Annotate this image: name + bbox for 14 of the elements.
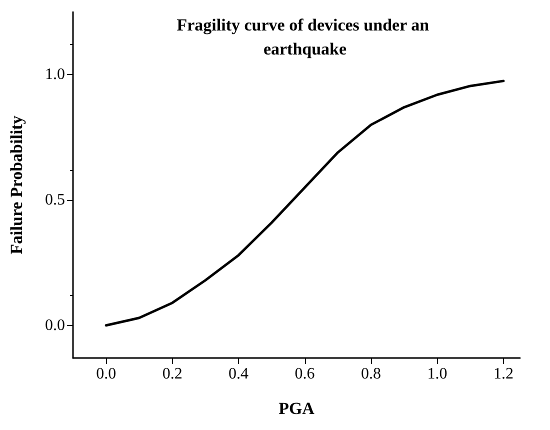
- x-tick-label: 0.2: [162, 366, 182, 382]
- x-tick-label: 0.8: [361, 366, 381, 382]
- x-tick-label: 1.2: [493, 366, 514, 382]
- x-tick-label: 1.0: [427, 366, 448, 382]
- text: Fragility curve of devices under an earthquake: [176, 16, 434, 58]
- y-tick-label: 0.0: [45, 316, 65, 334]
- line-series: [104, 80, 505, 327]
- x-tick-label: 0.4: [228, 366, 249, 382]
- y-tick-label: 0.5: [45, 192, 65, 209]
- x-tick-label: 0.6: [294, 366, 315, 382]
- y-axis-title: Failure Probability: [7, 115, 26, 254]
- x-axis-title: PGA: [278, 399, 316, 418]
- y-tick-label: 1.0: [45, 66, 65, 84]
- x-tick-label: 0.0: [96, 366, 116, 382]
